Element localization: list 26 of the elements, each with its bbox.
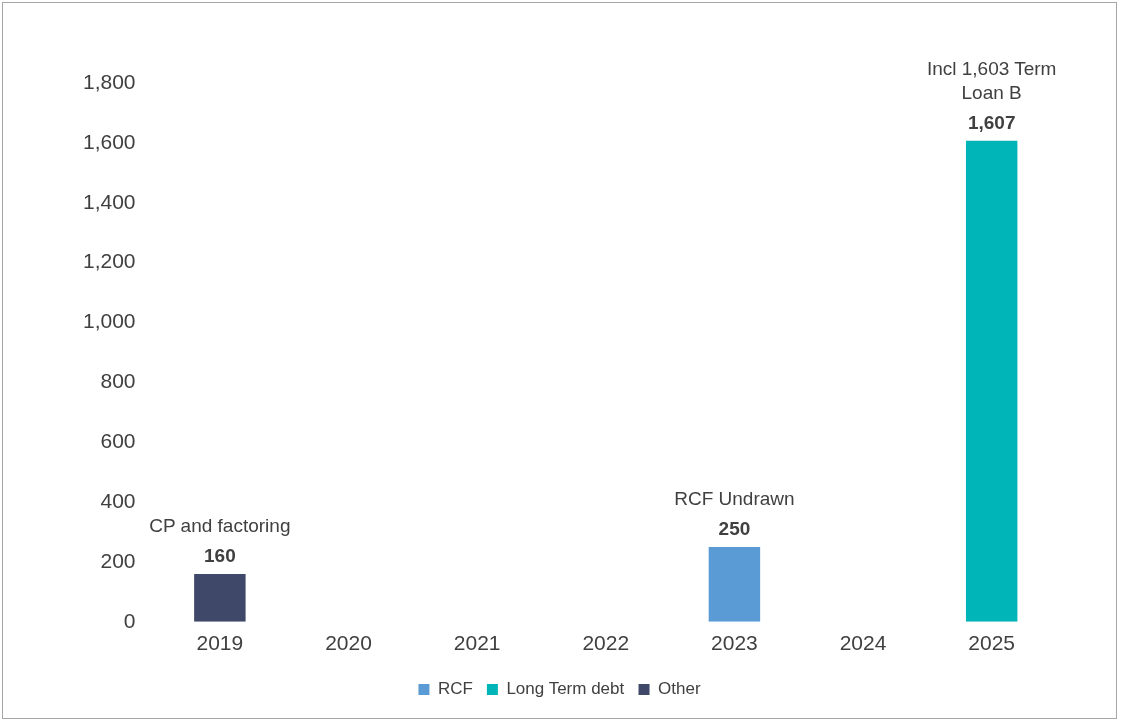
x-tick-label: 2021: [453, 631, 501, 655]
x-tick-label: 2020: [325, 631, 372, 655]
y-tick-label: 1,000: [82, 309, 136, 333]
x-tick-label: 2023: [711, 631, 758, 655]
y-tick-label: 1,200: [82, 249, 136, 273]
annotation: RCF Undrawn: [673, 486, 796, 511]
legend-label: RCF: [437, 679, 473, 699]
x-tick-label: 2024: [839, 631, 887, 655]
annotation: Incl 1,603 Term Loan B: [925, 56, 1058, 105]
y-tick-label: 400: [100, 488, 136, 512]
y-tick-label: 600: [100, 429, 136, 452]
y-tick-label: 200: [100, 548, 136, 572]
y-tick-label: 800: [100, 369, 136, 393]
annotation: CP and factoring: [148, 513, 292, 538]
data-label: 160: [204, 544, 236, 566]
y-tick-label: 1,800: [82, 69, 136, 93]
x-tick-label: 2025: [968, 631, 1016, 655]
x-tick-label: 2019: [196, 631, 244, 655]
y-tick-label: 1,400: [82, 189, 136, 213]
data-label: 1,607: [967, 111, 1016, 133]
y-tick-label: 0: [123, 608, 136, 632]
y-tick-label: 1,600: [82, 129, 136, 153]
legend-label: Other: [658, 679, 701, 699]
x-tick-label: 2022: [582, 631, 630, 655]
legend-label: Long Term debt: [506, 679, 625, 699]
data-label: 250: [718, 517, 751, 539]
